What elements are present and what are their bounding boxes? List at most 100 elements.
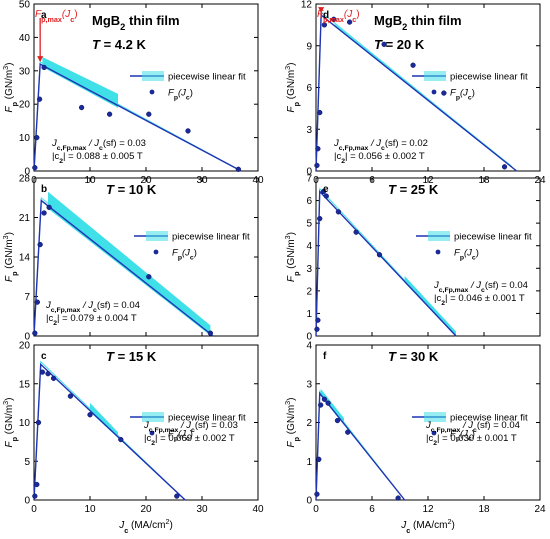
y-tick-label: 20 <box>19 100 31 111</box>
data-point <box>50 375 57 381</box>
data-point <box>318 402 324 408</box>
y-tick-label: 2 <box>306 418 312 429</box>
data-point <box>106 111 113 117</box>
legend-point-marker <box>149 430 155 436</box>
data-point <box>376 252 383 258</box>
peak-marker-label: Fp,max(Jc) <box>35 9 78 24</box>
legend-data-label: Fp(Jc) <box>450 88 475 102</box>
data-point <box>323 193 329 199</box>
x-tick-label: 40 <box>252 504 264 515</box>
x-axis-label: Jc (MA/cm2) <box>400 517 455 535</box>
y-axis-label: Fp (GN/m3) <box>1 232 19 282</box>
data-point <box>67 393 74 399</box>
c2-annotation: |c2| = 0.056 ± 0.002 T <box>334 151 425 165</box>
data-point <box>345 429 351 435</box>
y-tick-label: 28 <box>19 174 31 185</box>
fit-line <box>315 391 406 501</box>
fit-line <box>315 189 457 337</box>
y-tick-label: 7 <box>24 292 30 303</box>
y-tick-label: 9 <box>306 41 312 52</box>
y-tick-label: 0 <box>24 496 30 507</box>
panel-letter: d <box>323 10 329 21</box>
data-point <box>321 396 328 402</box>
y-tick-label: 10 <box>19 133 31 144</box>
y-tick-label: 3 <box>306 379 312 390</box>
x-tick-label: 0 <box>313 504 319 515</box>
ratio-annotation: Jc,Fp,max / Jc(sf) = 0.03 <box>51 138 146 152</box>
legend-data-label: Fp(Jc) <box>454 248 479 262</box>
legend-fit-label: piecewise linear fit <box>172 232 250 243</box>
y-tick-label: 1 <box>306 309 312 320</box>
y-tick-label: 12 <box>301 0 313 11</box>
legend-band-swatch <box>424 71 446 81</box>
panel-letter: a <box>41 10 47 21</box>
data-point <box>207 330 214 336</box>
y-tick-label: 4 <box>306 241 312 252</box>
temperature-label: T = 25 K <box>388 182 439 197</box>
legend-band-swatch <box>146 231 168 241</box>
x-tick-label: 0 <box>31 504 37 515</box>
y-tick-label: 0 <box>24 332 30 343</box>
y-tick-label: 4 <box>306 341 312 352</box>
fit-band <box>404 275 456 336</box>
y-tick-label: 14 <box>19 253 31 264</box>
panel-letter: c <box>41 351 47 362</box>
data-point <box>41 210 47 216</box>
data-point <box>395 495 401 501</box>
data-point <box>381 41 387 48</box>
legend-point-marker <box>431 89 437 95</box>
data-point <box>36 96 43 102</box>
data-point <box>39 369 46 375</box>
data-point <box>45 371 51 377</box>
y-axis-label: Fp (GN/m3) <box>283 397 301 447</box>
temperature-label: T = 4.2 K <box>92 37 146 52</box>
y-tick-label: 0 <box>306 332 312 343</box>
x-tick-label: 12 <box>422 504 434 515</box>
c2-annotation: |c2| = 0.030 ± 0.001 T <box>426 433 517 447</box>
y-tick-label: 0 <box>306 167 312 178</box>
data-point <box>314 162 320 169</box>
data-point <box>146 111 152 117</box>
y-tick-label: 3 <box>306 264 312 275</box>
material-title: MgB2 thin film <box>92 13 180 32</box>
data-point <box>321 22 328 28</box>
data-point <box>35 419 42 426</box>
temperature-label: T = 30 K <box>388 349 439 364</box>
panel-letter: e <box>323 184 329 195</box>
data-point <box>346 19 353 25</box>
data-point <box>353 229 359 235</box>
peak-marker-label: Fp,max(Jc) <box>317 9 360 24</box>
panel-b: 0 7 14 21 28 b T = 10 K piecewise linear fit Fp(… <box>1 174 259 343</box>
y-tick-label: 2 <box>306 286 312 297</box>
legend-fit-label: piecewise linear fit <box>168 413 246 424</box>
c2-annotation: |c2| = 0.069 ± 0.002 T <box>144 433 235 447</box>
y-tick-label: 5 <box>24 457 30 468</box>
y-axis-label: Fp (GN/m3) <box>1 62 19 112</box>
data-point <box>32 493 38 499</box>
ratio-annotation: Jc,Fp,max / Jc(sf) = 0.04 <box>45 300 140 314</box>
y-axis-label: Fp (GN/m3) <box>1 397 19 447</box>
c2-annotation: |c2| = 0.079 ± 0.004 T <box>46 313 137 327</box>
data-point <box>37 241 43 248</box>
data-point <box>314 491 320 497</box>
data-point <box>320 188 327 195</box>
legend-band-swatch <box>142 71 164 81</box>
data-point <box>78 104 85 111</box>
data-point <box>146 274 152 280</box>
y-tick-label: 7 <box>306 174 312 185</box>
ratio-annotation: Jc,Fp,max / Jc(sf) = 0.04 <box>433 280 528 294</box>
c2-annotation: |c2| = 0.088 ± 0.005 T <box>52 151 143 165</box>
c2-annotation: |c2| = 0.046 ± 0.001 T <box>434 293 525 307</box>
y-tick-label: 21 <box>19 213 31 224</box>
data-point <box>410 62 416 68</box>
data-point <box>46 204 52 210</box>
data-point <box>315 317 321 323</box>
fit-line <box>33 362 186 501</box>
panel-letter: b <box>41 184 47 195</box>
legend-band-swatch <box>424 412 446 422</box>
data-point <box>317 215 323 222</box>
data-point <box>34 299 41 305</box>
data-point <box>34 134 40 141</box>
